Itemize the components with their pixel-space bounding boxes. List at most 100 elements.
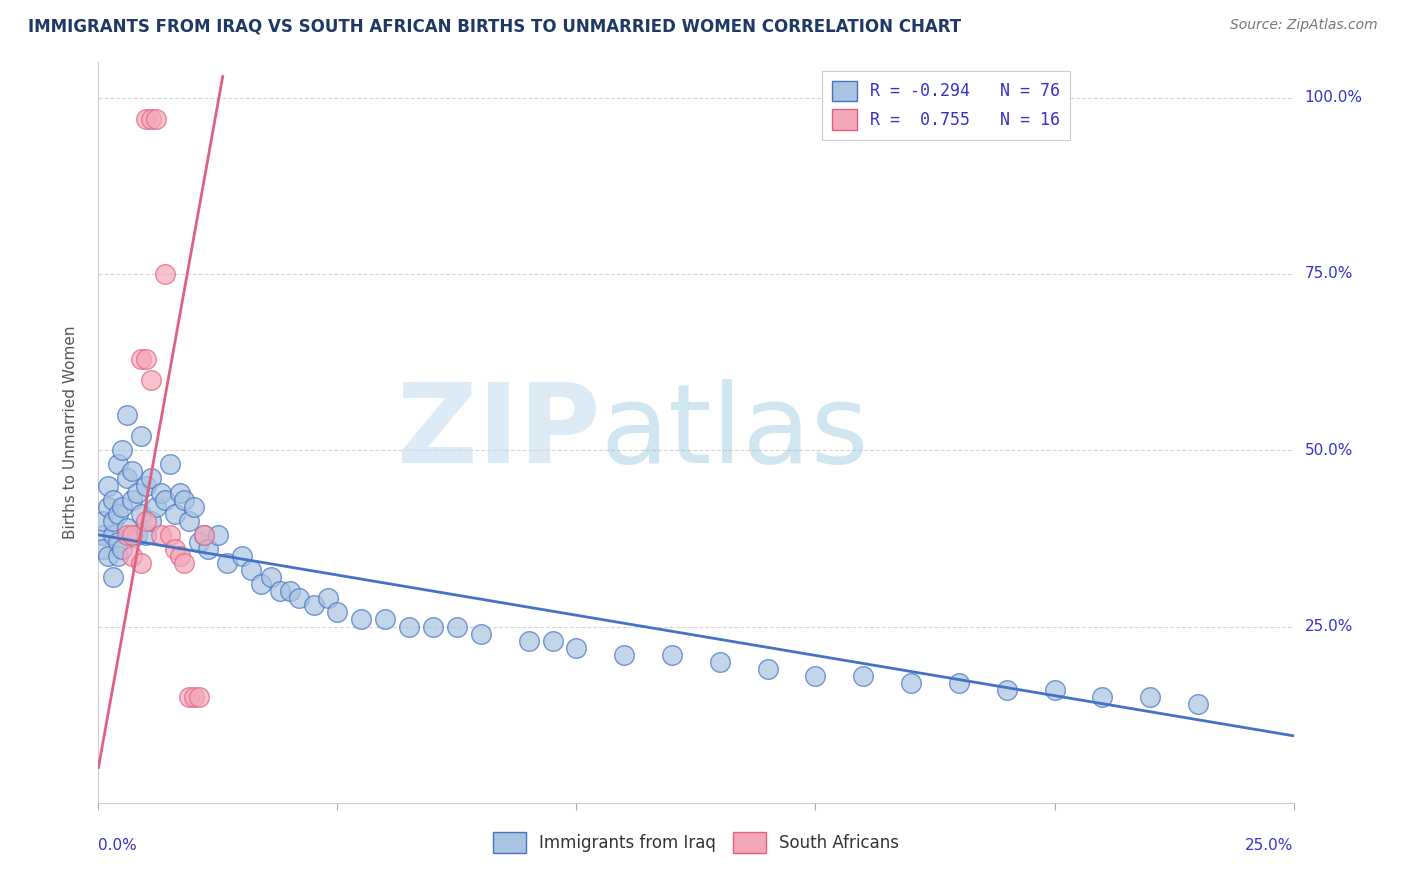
Point: [278, 584, 301, 599]
Point: [107, 507, 129, 521]
Point: [288, 591, 311, 606]
Point: [398, 619, 420, 633]
Point: [179, 690, 201, 704]
Point: [302, 599, 325, 613]
Point: [173, 492, 195, 507]
Point: [179, 514, 201, 528]
Point: [240, 563, 263, 577]
Point: [159, 528, 181, 542]
Point: [374, 612, 396, 626]
Point: [97, 500, 120, 514]
Point: [155, 267, 177, 281]
Point: [131, 556, 153, 570]
Point: [135, 514, 157, 528]
Point: [183, 500, 205, 514]
Point: [97, 549, 120, 563]
Point: [121, 528, 143, 542]
Point: [1187, 697, 1209, 711]
Point: [1043, 683, 1066, 698]
Point: [995, 683, 1018, 698]
Point: [187, 535, 209, 549]
Point: [91, 528, 114, 542]
Point: [97, 478, 120, 492]
Point: [107, 549, 129, 563]
Point: [145, 500, 167, 514]
Point: [173, 556, 195, 570]
Text: 100.0%: 100.0%: [1305, 90, 1362, 105]
Point: [135, 528, 157, 542]
Point: [115, 521, 138, 535]
Point: [115, 471, 138, 485]
Point: [187, 690, 209, 704]
Point: [115, 528, 138, 542]
Point: [1091, 690, 1114, 704]
Point: [269, 584, 291, 599]
Point: [121, 464, 143, 478]
Text: 25.0%: 25.0%: [1246, 838, 1294, 853]
Point: [149, 485, 172, 500]
Point: [900, 676, 922, 690]
Point: [183, 690, 205, 704]
Point: [316, 591, 339, 606]
Point: [107, 535, 129, 549]
Point: [756, 662, 779, 676]
Point: [169, 549, 191, 563]
Text: Source: ZipAtlas.com: Source: ZipAtlas.com: [1230, 18, 1378, 32]
Point: [139, 471, 162, 485]
Point: [131, 351, 153, 366]
Point: [139, 514, 162, 528]
Point: [135, 112, 157, 126]
Point: [115, 408, 138, 422]
Point: [217, 556, 239, 570]
Point: [111, 500, 134, 514]
Point: [169, 485, 191, 500]
Point: [197, 541, 219, 556]
Point: [101, 492, 124, 507]
Point: [709, 655, 731, 669]
Point: [163, 541, 186, 556]
Point: [446, 619, 468, 633]
Point: [193, 528, 215, 542]
Point: [350, 612, 373, 626]
Point: [422, 619, 444, 633]
Point: [613, 648, 636, 662]
Point: [139, 112, 162, 126]
Point: [326, 606, 349, 620]
Point: [541, 633, 564, 648]
Point: [207, 528, 229, 542]
Point: [91, 541, 114, 556]
Point: [91, 514, 114, 528]
Point: [804, 669, 827, 683]
Point: [121, 492, 143, 507]
Point: [149, 528, 172, 542]
Point: [107, 458, 129, 472]
Point: [121, 549, 143, 563]
Point: [163, 507, 186, 521]
Point: [111, 443, 134, 458]
Text: IMMIGRANTS FROM IRAQ VS SOUTH AFRICAN BIRTHS TO UNMARRIED WOMEN CORRELATION CHAR: IMMIGRANTS FROM IRAQ VS SOUTH AFRICAN BI…: [28, 18, 962, 36]
Point: [101, 514, 124, 528]
Point: [259, 570, 281, 584]
Point: [125, 528, 148, 542]
Point: [250, 577, 273, 591]
Point: [139, 373, 162, 387]
Point: [135, 351, 157, 366]
Point: [135, 478, 157, 492]
Point: [125, 485, 148, 500]
Point: [1139, 690, 1161, 704]
Text: ZIP: ZIP: [396, 379, 600, 486]
Point: [565, 640, 588, 655]
Point: [948, 676, 970, 690]
Point: [193, 528, 215, 542]
Point: [852, 669, 875, 683]
Text: 75.0%: 75.0%: [1305, 267, 1353, 282]
Y-axis label: Births to Unmarried Women: Births to Unmarried Women: [63, 326, 77, 540]
Legend: Immigrants from Iraq, South Africans: Immigrants from Iraq, South Africans: [484, 824, 908, 861]
Point: [517, 633, 540, 648]
Point: [159, 458, 181, 472]
Text: 50.0%: 50.0%: [1305, 442, 1353, 458]
Point: [661, 648, 683, 662]
Point: [131, 507, 153, 521]
Text: 0.0%: 0.0%: [98, 838, 138, 853]
Point: [145, 112, 167, 126]
